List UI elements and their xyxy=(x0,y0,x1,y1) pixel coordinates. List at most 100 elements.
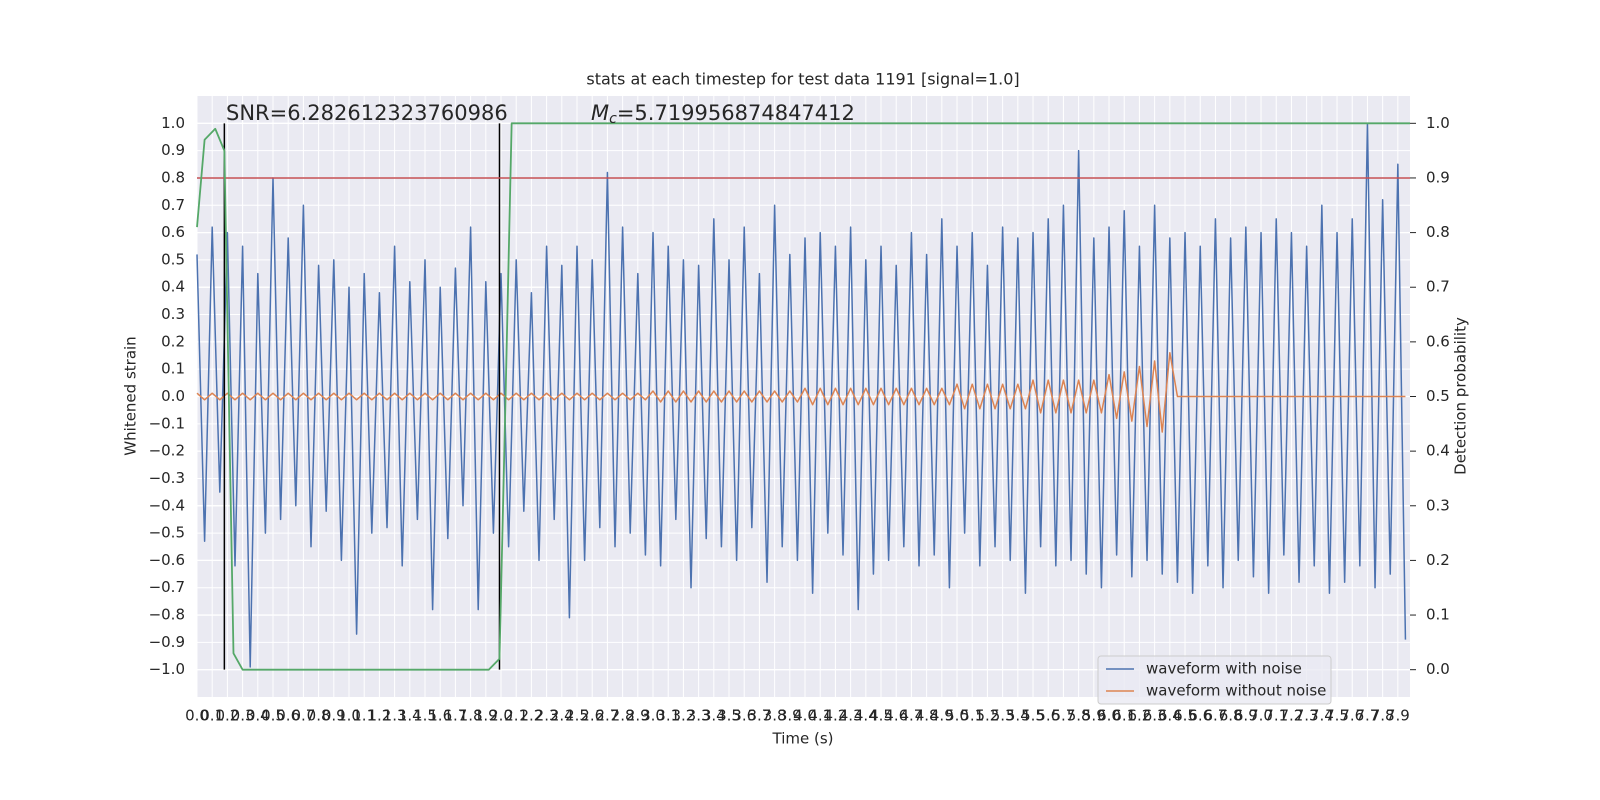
x-tick-label: 0.9 xyxy=(322,707,346,725)
y-tick-label: −0.9 xyxy=(149,633,185,651)
x-tick-label: 5.8 xyxy=(1067,707,1091,725)
y2-tick-label: 0.2 xyxy=(1426,551,1450,569)
x-tick-label: 1.2 xyxy=(367,707,391,725)
x-tick-label: 2.2 xyxy=(519,707,543,725)
x-tick-label: 6.5 xyxy=(1173,707,1197,725)
y-tick-label: −0.1 xyxy=(149,414,185,432)
y2-tick-label: 0.5 xyxy=(1426,387,1450,405)
x-tick-label: 0.6 xyxy=(276,707,300,725)
x-tick-label: 0.5 xyxy=(261,707,285,725)
x-tick-label: 3.2 xyxy=(671,707,695,725)
x-tick-label: 2.5 xyxy=(565,707,589,725)
x-tick-label: 3.8 xyxy=(763,707,787,725)
x-tick-label: 2.6 xyxy=(580,707,604,725)
x-tick-label: 7.8 xyxy=(1371,707,1395,725)
annotation-symbol: M xyxy=(591,101,609,125)
x-tick-label: 1.9 xyxy=(474,707,498,725)
y-tick-label: −0.4 xyxy=(149,496,185,514)
x-tick-label: 2.9 xyxy=(626,707,650,725)
x-tick-label: 5.5 xyxy=(1021,707,1045,725)
y-tick-label: 0.2 xyxy=(161,332,185,350)
chart-title: stats at each timestep for test data 119… xyxy=(586,70,1019,89)
y-tick-label: 0.6 xyxy=(161,223,185,241)
x-tick-label: 4.4 xyxy=(854,707,878,725)
y2-axis-label: Detection probability xyxy=(1452,317,1470,475)
x-tick-label: 4.9 xyxy=(930,707,954,725)
y-tick-label: 0.3 xyxy=(161,305,185,323)
series-line xyxy=(196,352,1406,433)
x-tick-label: 3.4 xyxy=(702,707,726,725)
x-tick-label: 4.2 xyxy=(823,707,847,725)
x-tick-label: 7.7 xyxy=(1356,707,1380,725)
x-tick-label: 7.3 xyxy=(1295,707,1319,725)
x-tick-label: 4.0 xyxy=(793,707,817,725)
x-tick-label: 6.9 xyxy=(1234,707,1258,725)
y2-tick-label: 0.4 xyxy=(1426,442,1450,460)
x-tick-label: 0.2 xyxy=(215,707,239,725)
annotation: SNR=6.282612323760986 xyxy=(226,101,508,125)
x-tick-label: 3.6 xyxy=(732,707,756,725)
x-tick-label: 6.6 xyxy=(1188,707,1212,725)
legend-label: waveform with noise xyxy=(1146,660,1302,678)
x-axis-label: Time (s) xyxy=(772,730,834,748)
y2-tick-label: 0.6 xyxy=(1426,332,1450,350)
y-tick-label: −0.2 xyxy=(149,442,185,460)
y-tick-label: 0.1 xyxy=(161,360,185,378)
x-tick-label: 5.3 xyxy=(991,707,1015,725)
y-tick-label: −0.8 xyxy=(149,606,185,624)
x-tick-label: 4.7 xyxy=(899,707,923,725)
x-tick-label: 6.3 xyxy=(1143,707,1167,725)
x-tick-label: 3.9 xyxy=(778,707,802,725)
y-tick-label: 0.8 xyxy=(161,168,185,186)
y-tick-label: −0.6 xyxy=(149,551,185,569)
y-tick-label: −1.0 xyxy=(149,660,185,678)
x-tick-label: 6.2 xyxy=(1128,707,1152,725)
annotation-text: =5.719956874847412 xyxy=(617,101,855,125)
x-tick-label: 2.7 xyxy=(595,707,619,725)
x-tick-label: 6.1 xyxy=(1112,707,1136,725)
x-tick-label: 4.8 xyxy=(915,707,939,725)
x-tick-label: 4.5 xyxy=(869,707,893,725)
y-axis-label: Whitened strain xyxy=(122,336,140,455)
x-tick-label: 2.4 xyxy=(550,707,574,725)
series-line xyxy=(196,122,1407,668)
y2-tick-label: 0.7 xyxy=(1426,278,1450,296)
x-tick-label: 3.3 xyxy=(687,707,711,725)
x-tick-label: 4.6 xyxy=(884,707,908,725)
x-tick-label: 5.6 xyxy=(1036,707,1060,725)
y-tick-label: −0.3 xyxy=(149,469,185,487)
x-tick-label: 1.3 xyxy=(383,707,407,725)
y2-tick-label: 0.0 xyxy=(1426,660,1450,678)
x-tick-label: 1.5 xyxy=(413,707,437,725)
x-tick-label: 1.4 xyxy=(398,707,422,725)
y-tick-label: 0.4 xyxy=(161,278,185,296)
y-tick-label: 0.7 xyxy=(161,196,185,214)
x-tick-label: 2.3 xyxy=(535,707,559,725)
x-tick-label: 0.4 xyxy=(246,707,270,725)
y-tick-label: −0.5 xyxy=(149,524,185,542)
y2-tick-label: 1.0 xyxy=(1426,114,1450,132)
x-tick-label: 7.1 xyxy=(1264,707,1288,725)
y2-tick-label: 0.1 xyxy=(1426,606,1450,624)
x-tick-label: 7.6 xyxy=(1340,707,1364,725)
x-tick-label: 1.6 xyxy=(428,707,452,725)
x-tick-label: 0.7 xyxy=(291,707,315,725)
y2-tick-label: 0.9 xyxy=(1426,168,1450,186)
x-tick-label: 3.7 xyxy=(747,707,771,725)
y-tick-label: 0.0 xyxy=(161,387,185,405)
y-tick-label: 1.0 xyxy=(161,114,185,132)
x-tick-label: 7.2 xyxy=(1280,707,1304,725)
y2-tick-label: 0.3 xyxy=(1426,496,1450,514)
x-tick-label: 5.1 xyxy=(960,707,984,725)
x-tick-label: 2.8 xyxy=(611,707,635,725)
x-tick-label: 3.1 xyxy=(656,707,680,725)
x-tick-label: 7.0 xyxy=(1249,707,1273,725)
x-tick-label: 2.0 xyxy=(489,707,513,725)
x-tick-label: 5.9 xyxy=(1082,707,1106,725)
legend-box xyxy=(1097,655,1332,705)
x-tick-label: 3.0 xyxy=(641,707,665,725)
x-tick-label: 0.1 xyxy=(200,707,224,725)
y-tick-label: −0.7 xyxy=(149,578,185,596)
annotation-subscript: c xyxy=(609,111,617,127)
